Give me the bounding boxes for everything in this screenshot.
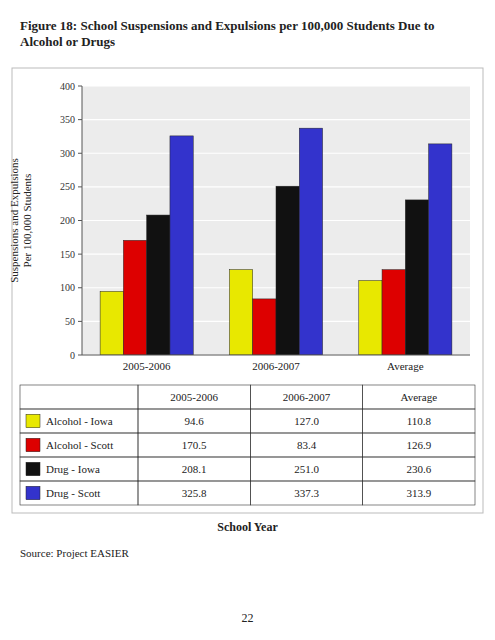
data-label: 110.8 (407, 415, 432, 427)
table-cell (20, 481, 138, 505)
table-cell (138, 457, 250, 481)
table-cell (20, 409, 138, 433)
title: Figure 18: School Suspensions and Expuls… (20, 18, 435, 49)
frame (12, 68, 483, 513)
tick-label: 100 (60, 282, 75, 293)
table-cell (363, 433, 475, 457)
y-label-line: Suspensions and Expulsions (8, 158, 20, 283)
tick-mark (78, 153, 82, 154)
table-cell (363, 457, 475, 481)
table-cell (138, 385, 250, 409)
data-label: 127.0 (294, 415, 319, 427)
title-line: Alcohol or Drugs (20, 34, 115, 49)
data-label: 337.3 (294, 487, 319, 499)
tick-label: 0 (70, 350, 75, 361)
bar (429, 144, 452, 355)
tick-mark (78, 321, 82, 322)
tick-mark (78, 119, 82, 120)
x-tick-label: 2006-2007 (252, 360, 300, 372)
y-axis-line (82, 86, 83, 355)
tick-label: 350 (60, 114, 75, 125)
bar (382, 270, 405, 355)
bar (229, 270, 252, 355)
title-line: Figure 18: School Suspensions and Expuls… (20, 18, 435, 33)
bar (405, 200, 428, 355)
table-cell (138, 409, 250, 433)
tick-label: 200 (60, 215, 75, 226)
tick-label: 250 (60, 181, 75, 192)
plot-area (82, 86, 470, 355)
x-label: School Year (217, 520, 278, 534)
tick-label: 300 (60, 148, 75, 159)
data-label: 94.6 (185, 415, 205, 427)
data-table: 2005-2006 2006-2007 Average Alcohol - Iowa 9… (20, 385, 475, 505)
tick-mark (78, 86, 82, 87)
bar (299, 128, 322, 355)
table-cell (250, 385, 362, 409)
table-cell (363, 481, 475, 505)
data-label: 230.6 (406, 463, 431, 475)
table-header: 2005-2006 (170, 391, 218, 403)
legend-label: Alcohol - Iowa (46, 415, 113, 427)
table-cell (250, 481, 362, 505)
bar (276, 186, 299, 355)
table-cell (250, 409, 362, 433)
tick-label: 400 (60, 81, 75, 92)
bar (253, 299, 276, 355)
table-cell (250, 457, 362, 481)
legend-label: Drug - Iowa (46, 463, 100, 475)
table-cell (250, 433, 362, 457)
tick-mark (78, 355, 82, 356)
legend-label: Drug - Scott (46, 487, 100, 499)
legend-label: Alcohol - Scott (46, 439, 113, 451)
legend-swatch (26, 462, 40, 475)
tick-mark (78, 287, 82, 288)
tick-label: 150 (60, 249, 75, 260)
bar (359, 280, 382, 355)
x-axis-line (82, 355, 470, 356)
x-tick-label: 2005-2006 (123, 360, 171, 372)
page-number: 22 (242, 611, 254, 625)
grid-line (82, 85, 470, 86)
tick-mark (78, 220, 82, 221)
table-header: Average (401, 391, 438, 403)
x-tick-label: Average (387, 360, 424, 372)
tick-mark (78, 186, 82, 187)
data-label: 170.5 (182, 439, 207, 451)
table-cell (138, 481, 250, 505)
tick-mark (78, 254, 82, 255)
y-label: Suspensions and ExpulsionsPer 100,000 St… (8, 158, 33, 283)
bar (123, 240, 146, 355)
grid-line (82, 119, 470, 120)
legend-swatch (26, 486, 40, 499)
table-cell (20, 385, 138, 409)
table-cell (363, 409, 475, 433)
chart-svg: Figure 18: School Suspensions and Expuls… (0, 0, 495, 640)
grid-line (82, 354, 470, 355)
table-cell (20, 457, 138, 481)
data-label: 313.9 (406, 487, 431, 499)
y-label-line: Per 100,000 Students (21, 174, 33, 268)
bar (147, 215, 170, 355)
bars (100, 128, 452, 355)
data-label: 126.9 (406, 439, 431, 451)
background (0, 0, 495, 640)
data-label: 208.1 (182, 463, 207, 475)
y-axis: 0 50 100 150 200 250 300 350 400 (60, 81, 470, 361)
data-label: 251.0 (294, 463, 319, 475)
grid-line (82, 153, 470, 154)
source-note: Source: Project EASIER (20, 547, 129, 559)
data-label: 325.8 (182, 487, 207, 499)
legend-swatch (26, 414, 40, 427)
table-cell (20, 433, 138, 457)
legend-swatch (26, 438, 40, 451)
data-label: 83.4 (297, 439, 317, 451)
bar (100, 291, 123, 355)
bar (170, 136, 193, 355)
table-cell (138, 433, 250, 457)
table-header: 2006-2007 (283, 391, 331, 403)
table-cell (363, 385, 475, 409)
tick-label: 50 (65, 316, 75, 327)
